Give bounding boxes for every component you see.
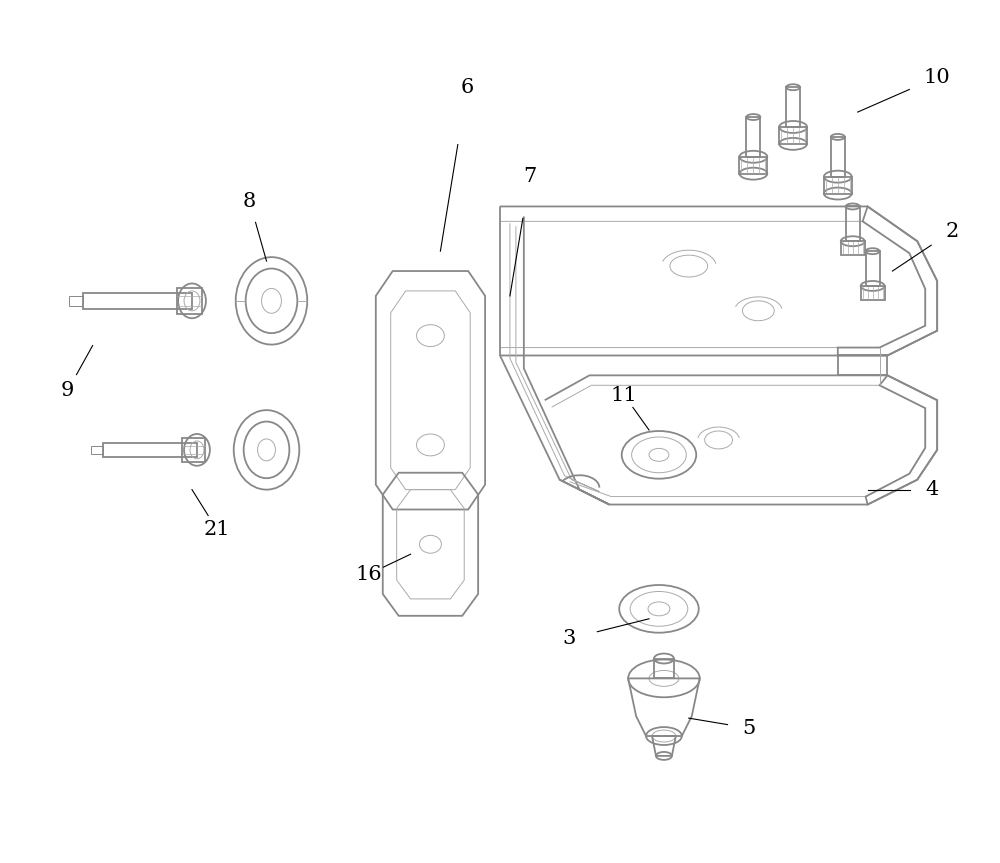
- Text: 3: 3: [563, 629, 576, 648]
- Text: 21: 21: [204, 520, 230, 539]
- Text: 7: 7: [523, 167, 536, 186]
- Text: 2: 2: [945, 222, 959, 241]
- Text: 4: 4: [926, 480, 939, 499]
- Text: 9: 9: [61, 381, 74, 400]
- Text: 8: 8: [243, 192, 256, 211]
- Text: 5: 5: [742, 719, 755, 738]
- Text: 16: 16: [356, 564, 382, 583]
- Text: 10: 10: [924, 68, 951, 87]
- Text: 6: 6: [461, 78, 474, 97]
- Text: 11: 11: [611, 386, 638, 405]
